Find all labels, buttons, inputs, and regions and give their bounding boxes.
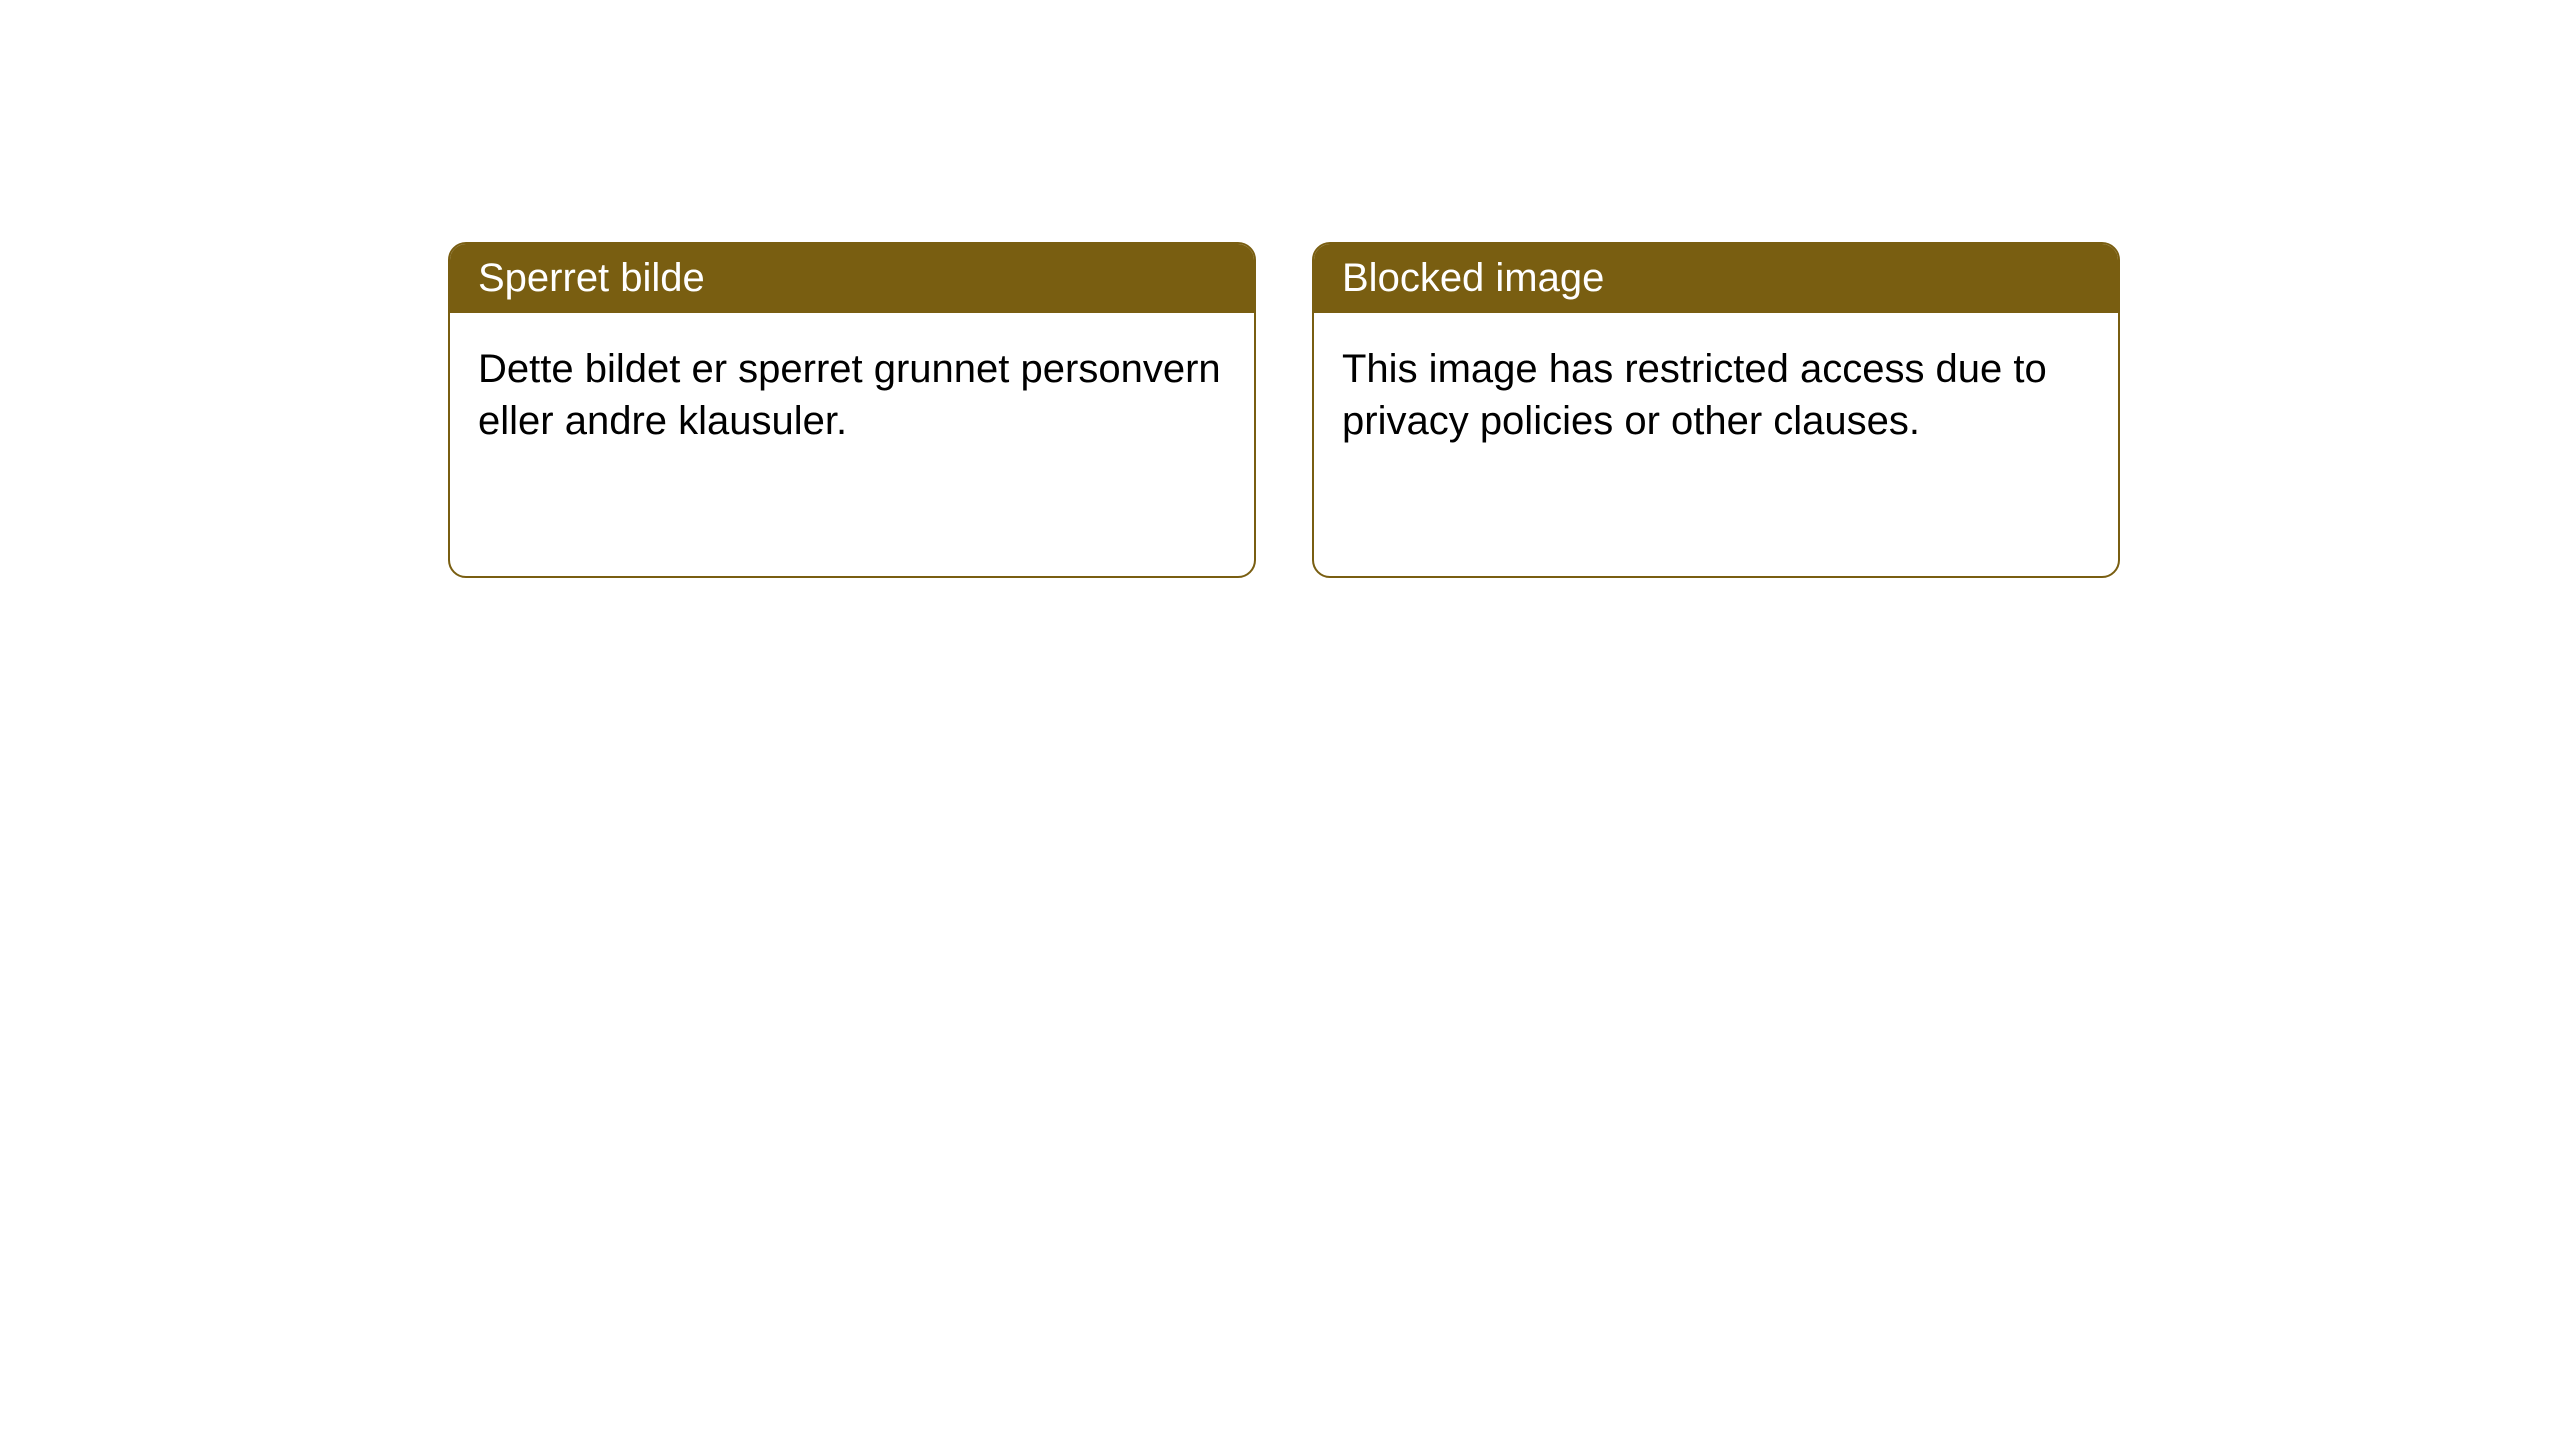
card-title: Sperret bilde xyxy=(478,256,705,300)
card-title: Blocked image xyxy=(1342,256,1604,300)
card-body: This image has restricted access due to … xyxy=(1314,313,2118,477)
notice-card-english: Blocked image This image has restricted … xyxy=(1312,242,2120,578)
card-header: Blocked image xyxy=(1314,244,2118,313)
notice-container: Sperret bilde Dette bildet er sperret gr… xyxy=(0,0,2560,578)
card-body-text: This image has restricted access due to … xyxy=(1342,347,2047,443)
card-header: Sperret bilde xyxy=(450,244,1254,313)
card-body-text: Dette bildet er sperret grunnet personve… xyxy=(478,347,1221,443)
card-body: Dette bildet er sperret grunnet personve… xyxy=(450,313,1254,477)
notice-card-norwegian: Sperret bilde Dette bildet er sperret gr… xyxy=(448,242,1256,578)
